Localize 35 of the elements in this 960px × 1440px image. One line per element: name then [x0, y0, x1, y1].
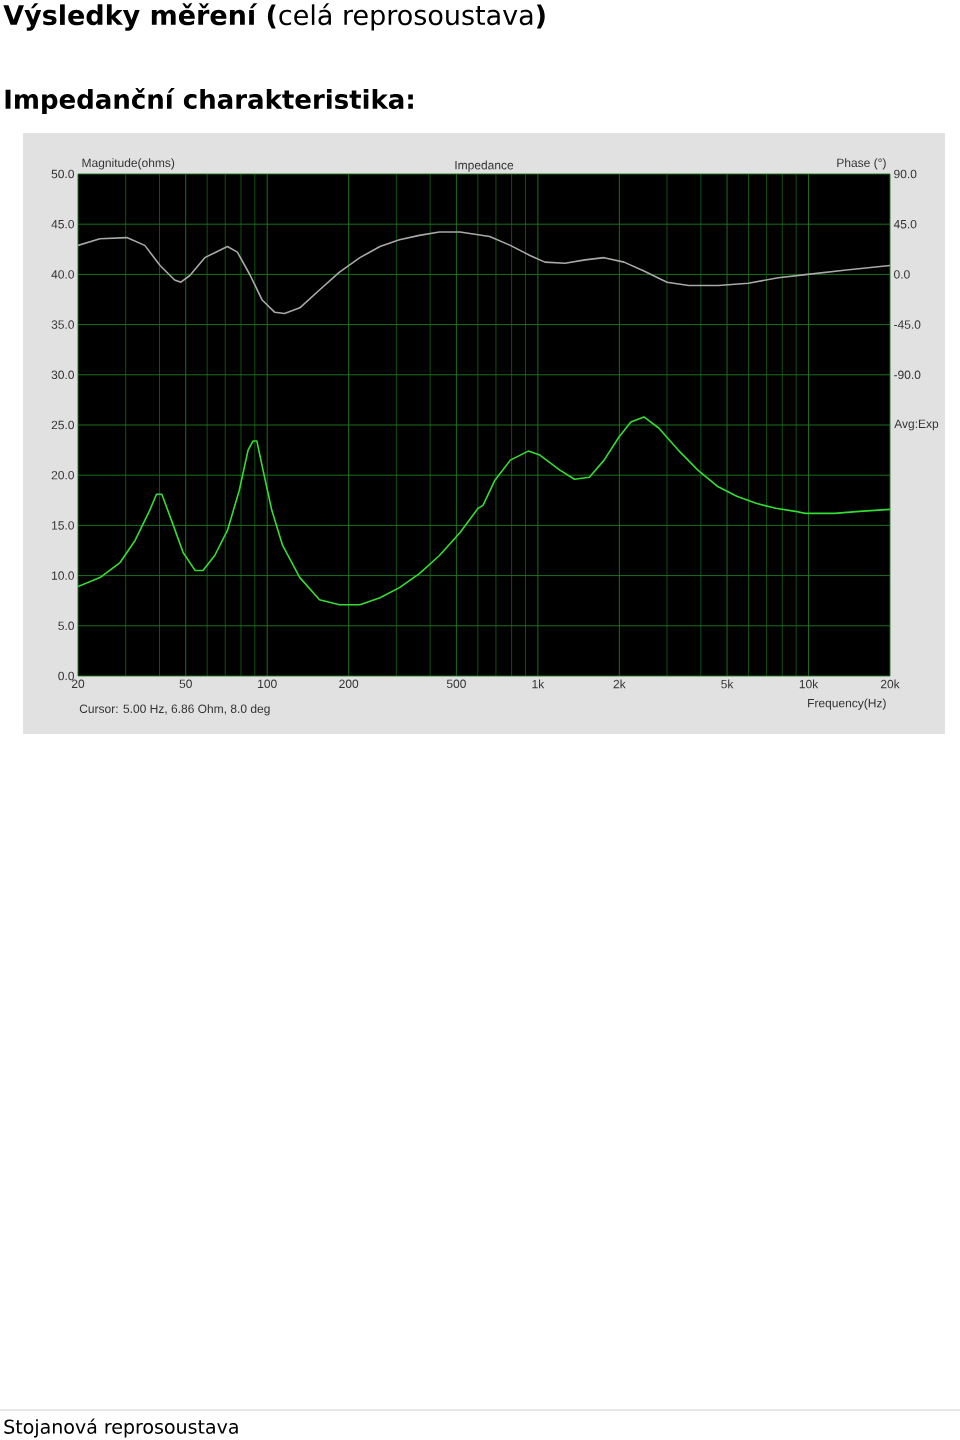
y-tick-label: 50.0 — [51, 169, 75, 179]
x-tick-label: 20k — [880, 679, 900, 689]
y-tick-label: 25.0 — [51, 420, 75, 430]
y2-tick-label: -45.0 — [894, 320, 921, 329]
y-tick-label: 15.0 — [52, 521, 75, 530]
text: Avg:Exp — [894, 419, 939, 431]
x-tick-label: 100 — [258, 679, 277, 689]
y2-axis-title: Phase (°) — [837, 158, 886, 170]
x-tick-label: 20 — [71, 679, 85, 689]
y-tick-label: 35.0 — [51, 320, 75, 329]
chart-title: Výsledky měření (celá reprosoustava) — [3, 3, 545, 31]
y-tick-label: 5.0 — [58, 621, 75, 631]
y2-tick-label: -90.0 — [894, 370, 921, 380]
y2-tick-label: 90.0 — [894, 169, 917, 179]
y-tick-label: 0.0 — [58, 671, 75, 681]
chart-subtitle: Impedanční charakteristika: — [5, 87, 413, 115]
text: Cursor: 5.00 Hz, 6.86 Ohm, 8.0 deg — [79, 704, 270, 716]
y-tick-label: 45.0 — [51, 219, 75, 229]
x-tick-label: 50 — [179, 679, 192, 689]
y-tick-label: 30.0 — [51, 370, 75, 380]
text: Impedance — [455, 160, 514, 172]
x-tick-label: 1k — [532, 679, 545, 689]
y-tick-label: 10.0 — [52, 571, 75, 580]
text: Stojanová reprosoustava — [4, 1418, 238, 1438]
x-tick-label: 200 — [339, 679, 359, 689]
x-tick-label: 10k — [799, 679, 819, 689]
y2-tick-label: 45.0 — [893, 219, 917, 229]
y-tick-label: 20.0 — [51, 470, 75, 480]
y-axis-title: Magnitude(ohms) — [82, 158, 175, 170]
x-tick-label: 5k — [721, 679, 734, 689]
x-axis-title: Frequency(Hz) — [808, 698, 886, 710]
x-tick-label: 2k — [613, 679, 626, 689]
y-tick-label: 40.0 — [51, 270, 75, 279]
x-tick-label: 500 — [446, 679, 466, 689]
y2-tick-label: 0.0 — [894, 270, 910, 279]
